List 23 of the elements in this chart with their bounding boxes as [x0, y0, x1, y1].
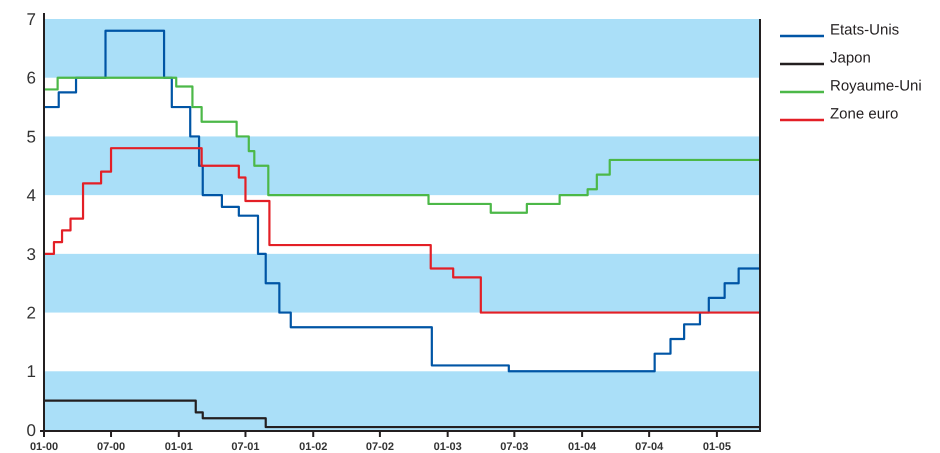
x-tick-label: 07-03: [500, 441, 528, 453]
y-tick-label: 2: [26, 304, 36, 323]
legend-label: Royaume-Uni: [830, 78, 922, 94]
y-tick-label: 0: [26, 420, 36, 440]
x-tick-label: 07-04: [635, 441, 664, 453]
x-tick-label: 07-01: [231, 441, 260, 453]
x-tick-label: 01-00: [30, 441, 58, 453]
x-tick-label: 01-05: [702, 441, 731, 453]
x-tick-label: 01-04: [568, 441, 598, 453]
y-tick-label: 1: [26, 362, 36, 382]
x-tick-label: 01-03: [434, 441, 462, 453]
y-tick-label: 7: [26, 10, 36, 29]
legend-label: Etats-Unis: [830, 22, 900, 38]
legend-label: Zone euro: [830, 106, 898, 122]
x-tick-label: 01-02: [299, 441, 328, 453]
legend-label: Japon: [830, 50, 871, 66]
y-tick-label: 6: [26, 68, 36, 88]
y-tick-label: 3: [26, 244, 36, 264]
x-tick-label: 01-01: [164, 441, 193, 453]
x-tick-label: 07-02: [366, 441, 394, 453]
x-tick-label: 07-00: [96, 441, 126, 453]
y-tick-label: 4: [26, 186, 36, 206]
y-tick-label: 5: [26, 127, 36, 146]
